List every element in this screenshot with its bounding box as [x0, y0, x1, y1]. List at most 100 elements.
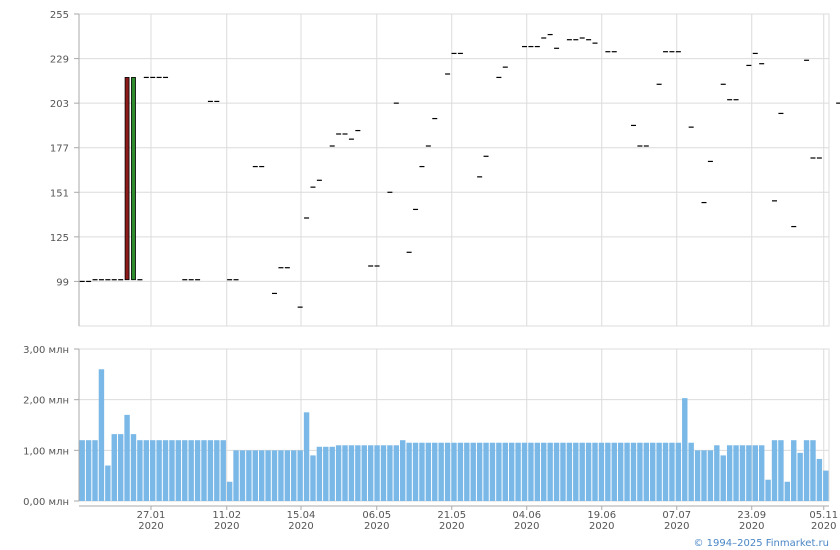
x-tick-label-year: 2020 — [288, 521, 313, 532]
volume-bar — [79, 440, 85, 501]
x-tick-label-year: 2020 — [214, 521, 239, 532]
volume-bar — [714, 445, 720, 501]
volume-bar — [720, 455, 726, 501]
volume-bar — [515, 442, 521, 501]
volume-bar — [707, 450, 714, 501]
volume-bar — [573, 442, 579, 501]
volume-bar — [246, 450, 252, 501]
volume-bar — [541, 442, 547, 501]
volume-bar — [752, 445, 758, 501]
volume-bar — [682, 398, 688, 501]
volume-bar — [284, 450, 291, 501]
x-tick-label-year: 2020 — [439, 521, 464, 532]
x-tick-label-date: 05.11 — [809, 510, 838, 521]
volume-bar — [579, 442, 585, 501]
volume-y-tick-label: 1,00 млн — [23, 446, 69, 457]
volume-bar — [547, 442, 553, 501]
volume-bar — [778, 440, 784, 501]
volume-bar — [560, 442, 566, 501]
volume-bar — [387, 445, 393, 501]
volume-bar — [528, 442, 534, 501]
price-y-tick-label: 99 — [56, 277, 69, 288]
candle-down — [124, 77, 130, 281]
volume-bar — [669, 442, 675, 501]
volume-bar — [111, 434, 117, 501]
volume-bar — [303, 412, 310, 501]
volume-bars — [79, 369, 829, 501]
volume-bar — [765, 479, 771, 501]
volume-bar — [297, 450, 303, 501]
volume-bar — [226, 481, 233, 501]
volume-bar — [117, 434, 124, 501]
x-tick-label-year: 2020 — [811, 521, 836, 532]
volume-bar — [98, 369, 105, 501]
x-tick-label-date: 07.07 — [662, 510, 691, 521]
volume-bar — [271, 450, 278, 501]
x-tick-label-year: 2020 — [739, 521, 764, 532]
volume-bar — [451, 442, 457, 501]
volume-bar — [400, 440, 406, 501]
volume-bar — [688, 442, 694, 501]
volume-bar — [810, 440, 816, 501]
volume-bar — [393, 445, 400, 501]
volume-bar — [816, 458, 823, 501]
price-y-tick-label: 177 — [50, 144, 69, 155]
price-y-tick-label: 125 — [50, 233, 69, 244]
volume-bar — [124, 414, 130, 501]
volume-bar — [675, 442, 682, 501]
volume-bar — [361, 445, 367, 501]
volume-bar — [496, 442, 502, 501]
volume-bar — [464, 442, 470, 501]
price-y-tick-label: 151 — [50, 188, 69, 199]
volume-bar — [137, 440, 143, 501]
x-tick-label-date: 15.04 — [287, 510, 316, 521]
volume-bar — [175, 440, 182, 501]
volume-bar — [150, 440, 156, 501]
volume-bar — [419, 442, 425, 501]
volume-bar — [85, 440, 92, 501]
volume-bar — [105, 465, 111, 501]
volume-y-axis: 3,00 млн 2,00 млн 1,00 млн 0,00 млн — [23, 345, 80, 508]
candle-up — [131, 77, 136, 281]
volume-bar — [502, 442, 508, 501]
volume-bar — [566, 442, 573, 501]
volume-bar — [169, 440, 175, 501]
volume-bar — [592, 442, 598, 501]
volume-bar — [656, 442, 662, 501]
x-tick-label-year: 2020 — [138, 521, 163, 532]
volume-bar — [476, 442, 483, 501]
volume-bar — [278, 450, 284, 501]
volume-bar — [374, 445, 380, 501]
volume-bar — [182, 440, 188, 501]
price-y-tick-label: 203 — [50, 99, 69, 110]
volume-bar — [342, 445, 348, 501]
volume-bar — [797, 452, 803, 501]
volume-bar — [483, 442, 489, 501]
x-tick-label-date: 23.09 — [737, 510, 766, 521]
volume-bar — [553, 442, 560, 501]
volume-bar — [726, 445, 733, 501]
price-y-axis: 255 229 203 177 151 125 99 — [50, 10, 80, 326]
x-tick-label-year: 2020 — [589, 521, 614, 532]
volume-bar — [508, 442, 515, 501]
volume-bar — [355, 445, 361, 501]
volume-bar — [605, 442, 611, 501]
volume-bar — [214, 440, 220, 501]
volume-bar — [662, 442, 669, 501]
volume-y-tick-label: 0,00 млн — [23, 497, 69, 508]
volume-bar — [701, 450, 707, 501]
volume-bar — [823, 470, 829, 501]
x-tick-label-year: 2020 — [364, 521, 389, 532]
volume-bar — [335, 445, 342, 501]
volume-bar — [784, 481, 791, 501]
volume-bar — [611, 442, 617, 501]
x-tick-label-date: 21.05 — [437, 510, 466, 521]
volume-bar — [598, 442, 605, 501]
volume-bar — [348, 445, 355, 501]
volume-bar — [220, 440, 226, 501]
volume-bar — [92, 440, 98, 501]
volume-bar — [630, 442, 637, 501]
volume-y-tick-label: 2,00 млн — [23, 396, 69, 407]
volume-bar — [624, 442, 630, 501]
